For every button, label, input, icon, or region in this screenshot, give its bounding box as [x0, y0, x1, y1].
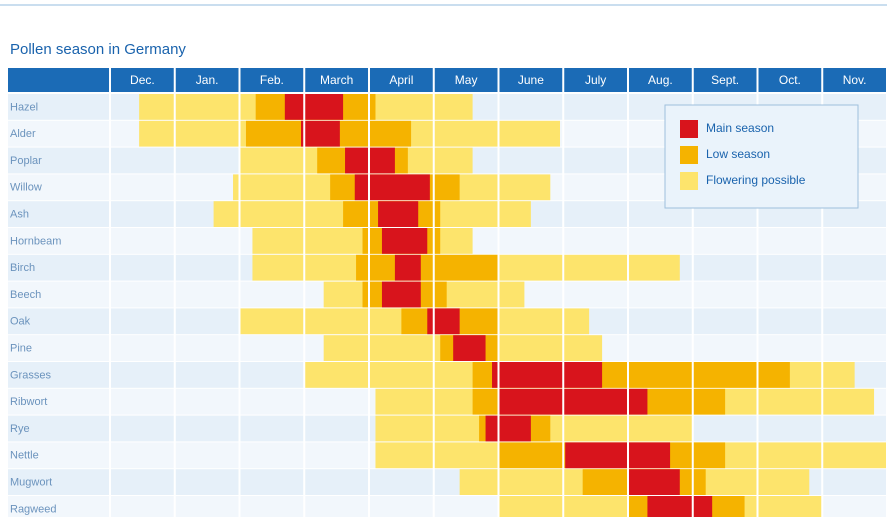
month-label: Nov.: [843, 73, 867, 87]
legend-label: Main season: [706, 121, 774, 135]
month-label: Aug.: [648, 73, 673, 87]
season-segment: [356, 254, 499, 281]
row-label: Rye: [10, 423, 30, 435]
month-label: Sept.: [711, 73, 739, 87]
row-label: Poplar: [10, 155, 42, 167]
season-segment: [565, 442, 671, 469]
row-label: Ribwort: [10, 396, 47, 408]
season-segment: [427, 308, 460, 335]
season-segment: [381, 281, 421, 308]
row-label: Beech: [10, 289, 41, 301]
season-segment: [354, 174, 430, 201]
row-label: Willow: [10, 182, 42, 194]
row-label: Grasses: [10, 369, 51, 381]
row-label: Hazel: [10, 101, 38, 113]
row-label: Oak: [10, 316, 31, 328]
season-segment: [284, 94, 344, 120]
row-label: Ash: [10, 209, 29, 221]
legend-swatch: [680, 146, 698, 164]
season-segment: [498, 388, 648, 415]
season-segment: [628, 469, 680, 495]
month-label: Oct.: [779, 73, 801, 87]
season-segment: [394, 254, 421, 281]
row-label: Pine: [10, 343, 32, 355]
row-label: Birch: [10, 262, 35, 274]
legend-swatch: [680, 120, 698, 138]
legend-label: Low season: [706, 147, 770, 161]
legend-swatch: [680, 172, 698, 190]
month-label: Feb.: [260, 73, 284, 87]
month-label: April: [389, 73, 413, 87]
legend-label: Flowering possible: [706, 173, 806, 187]
month-label: Dec.: [130, 73, 155, 87]
header-bar: [8, 68, 887, 92]
season-segment: [492, 362, 603, 388]
season-segment: [381, 228, 428, 254]
month-label: July: [585, 73, 606, 87]
season-segment: [485, 415, 531, 442]
month-label: March: [320, 73, 353, 87]
row-label: Alder: [10, 128, 36, 140]
season-segment: [453, 335, 486, 361]
month-label: May: [455, 73, 478, 87]
row-label: Nettle: [10, 450, 39, 462]
row-label: Hornbeam: [10, 235, 61, 247]
season-segment: [301, 120, 340, 147]
row-label: Mugwort: [10, 477, 52, 489]
season-segment: [647, 496, 713, 517]
row-label: Ragweed: [10, 503, 56, 515]
chart-title: Pollen season in Germany: [10, 41, 186, 58]
season-segment: [378, 201, 419, 227]
month-label: June: [518, 73, 544, 87]
month-label: Jan.: [196, 73, 219, 87]
